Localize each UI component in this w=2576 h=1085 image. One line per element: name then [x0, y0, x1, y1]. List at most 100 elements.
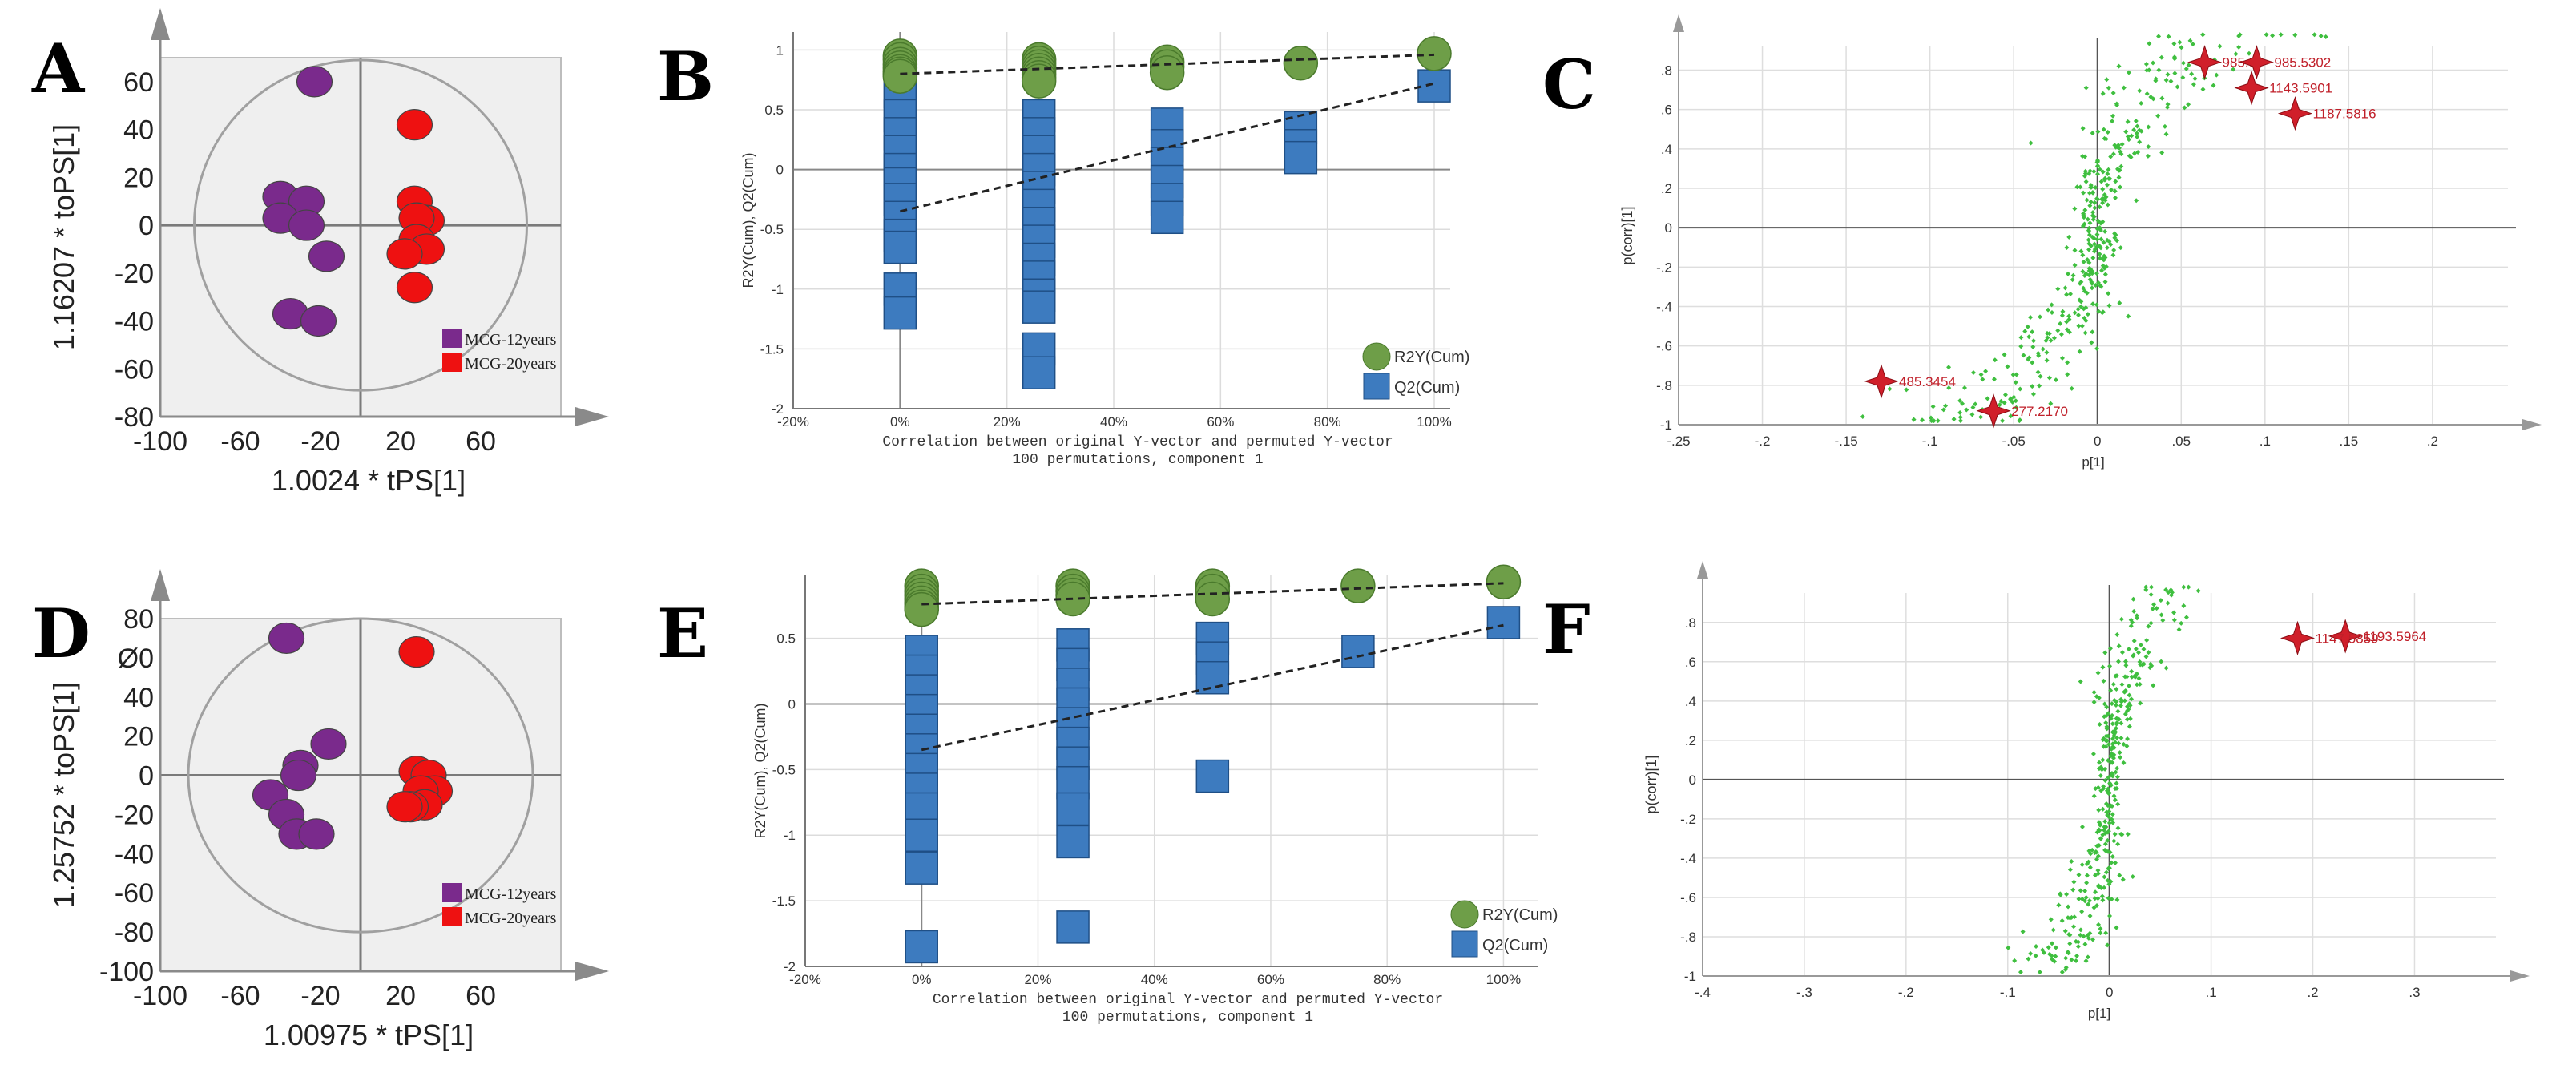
x-tick-label: 20% — [994, 414, 1021, 430]
variable-point — [2103, 824, 2109, 829]
variable-point — [2084, 880, 2090, 885]
variable-point — [2171, 617, 2177, 623]
y-tick-label: -20 — [115, 259, 154, 289]
grid — [1697, 561, 2530, 982]
variable-point — [2072, 248, 2078, 253]
variable-point — [2113, 702, 2118, 708]
variable-point — [2214, 72, 2219, 78]
variable-point — [2165, 600, 2171, 606]
variable-point — [2114, 774, 2120, 780]
variable-point — [2010, 372, 2016, 377]
variable-point — [2292, 32, 2298, 38]
axes: -.25 -.2 -.15 -.1 -.05 0 .05 .1 .15 .2 -1 -.8 -.6 -.4… — [1619, 63, 2438, 470]
q2-regression-line — [899, 82, 1435, 213]
y-tick-label: -80 — [115, 918, 154, 948]
q2-point — [905, 930, 938, 964]
highlight-label: 1193.5964 — [2363, 629, 2426, 644]
highlight-label: 985.5302 — [2274, 55, 2331, 71]
x-tick-label: .1 — [2206, 985, 2217, 1000]
variable-point — [2113, 195, 2118, 200]
variable-point — [2059, 918, 2065, 924]
variable-point — [2110, 113, 2115, 119]
y-tick-label: -60 — [115, 354, 154, 385]
panel-letters: A B C D E F — [31, 29, 1596, 673]
x-tick-label: -60 — [220, 426, 260, 457]
variable-point — [2163, 665, 2169, 671]
variable-point — [2098, 930, 2103, 936]
x-tick-label: -100 — [133, 981, 187, 1011]
y-tick-label: .8 — [1685, 615, 1696, 631]
variable-point — [2058, 891, 2063, 897]
highlighted-variables: 985.5 985.5302 1143.5901 1187.5816 485.3454 2… — [1864, 45, 2376, 429]
variable-point — [2026, 357, 2031, 362]
variable-point — [2192, 76, 2198, 82]
sample-point — [296, 66, 333, 98]
variable-point — [2100, 897, 2106, 903]
variable-point — [2183, 66, 2189, 71]
variable-point — [2113, 179, 2118, 184]
variable-point — [2002, 400, 2007, 405]
x-tick-label: 20% — [1024, 972, 1051, 987]
variable-point — [2086, 268, 2092, 273]
x-tick-label: -20 — [300, 426, 340, 457]
variable-point — [2079, 909, 2085, 914]
variable-point — [2086, 247, 2092, 252]
variable-point — [2102, 766, 2108, 772]
variable-point — [2086, 228, 2091, 233]
sample-point — [396, 109, 433, 141]
sample-point — [280, 759, 317, 792]
variable-point — [2073, 938, 2078, 944]
variable-point — [2094, 346, 2100, 352]
variable-point — [2134, 198, 2139, 204]
variable-point — [2160, 618, 2166, 623]
variable-point — [1998, 398, 2004, 404]
variable-point — [2005, 364, 2010, 369]
variable-point — [1991, 377, 1997, 382]
variable-point — [2028, 314, 2034, 320]
variable-point — [2030, 329, 2035, 335]
variable-point — [2183, 615, 2189, 620]
variable-point — [2131, 127, 2137, 133]
variable-point — [2030, 384, 2035, 389]
variable-point — [2165, 71, 2171, 77]
variable-point — [2095, 871, 2101, 877]
variable-point — [2323, 34, 2328, 39]
variable-point — [2106, 742, 2111, 748]
x-tick-label: 80% — [1373, 972, 1401, 987]
variable-point — [2034, 944, 2039, 950]
variable-point — [2028, 140, 2034, 146]
variable-point — [2020, 929, 2026, 934]
variable-point — [2187, 38, 2193, 43]
y-tick-label: -.2 — [1680, 812, 1696, 827]
variable-point — [2114, 238, 2120, 244]
x-tick-label: -100 — [133, 426, 187, 457]
x-axis-arrow — [575, 962, 609, 981]
variable-point — [2129, 133, 2135, 139]
variable-point — [2117, 300, 2122, 306]
y-tick-label: 40 — [123, 683, 154, 713]
variable-point — [2066, 950, 2071, 956]
y-tick-label: 0 — [139, 761, 154, 792]
variable-point — [2151, 602, 2157, 607]
variable-point — [2118, 616, 2124, 622]
variable-point — [2102, 885, 2107, 890]
variable-point — [2040, 346, 2046, 352]
variable-point — [2179, 45, 2184, 50]
sample-point — [268, 622, 305, 655]
q2-point — [883, 230, 917, 264]
q2-point — [905, 851, 938, 885]
variable-point — [2087, 203, 2093, 208]
variable-point — [2110, 119, 2115, 124]
variable-point — [2106, 775, 2111, 780]
sample-point — [308, 240, 345, 272]
legend-q2-marker — [1363, 373, 1390, 400]
variable-point — [2116, 63, 2122, 69]
variable-point — [2233, 51, 2239, 57]
variable-point — [2126, 313, 2131, 319]
variable-point — [2118, 151, 2124, 157]
variable-point — [2098, 772, 2103, 778]
r2y-point — [1417, 36, 1452, 71]
variable-point — [2144, 637, 2150, 643]
variable-point — [2109, 746, 2114, 752]
variable-point — [2237, 32, 2243, 38]
